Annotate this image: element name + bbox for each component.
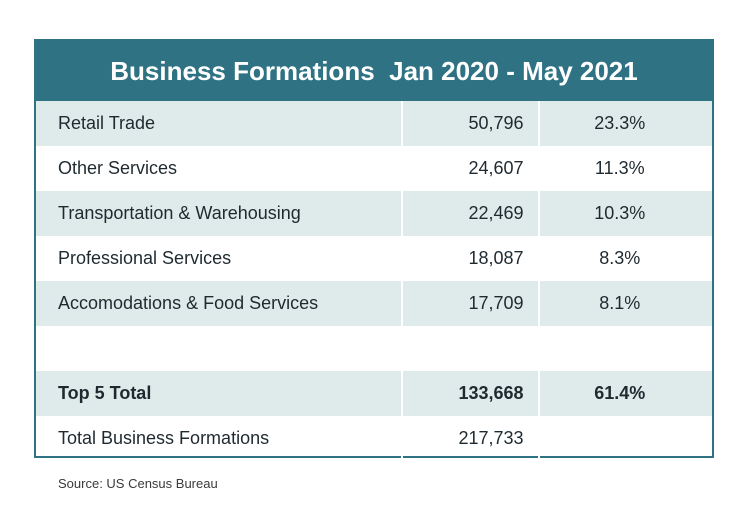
table-body: Retail Trade 50,796 23.3% Other Services…: [36, 101, 712, 461]
row-label: Professional Services: [58, 248, 232, 268]
table-row: Professional Services 18,087 8.3%: [36, 236, 712, 281]
row-share: 8.3%: [537, 236, 712, 281]
row-value: 50,796: [400, 101, 538, 146]
source-note: Source: US Census Bureau: [58, 476, 218, 491]
row-share: 23.3%: [537, 101, 712, 146]
grand-total-value: 217,733: [400, 416, 538, 461]
top5-total-row: Top 5 Total 133,668 61.4%: [36, 371, 712, 416]
row-value: 22,469: [400, 191, 538, 236]
spacer-cell: [36, 326, 401, 371]
top5-total-label: Top 5 Total: [36, 371, 401, 416]
spacer-cell: [537, 326, 712, 371]
table-title: Business Formations Jan 2020 - May 2021: [36, 41, 712, 101]
grand-total-row: Total Business Formations 217,733: [36, 416, 712, 461]
top5-total-value: 133,668: [400, 371, 538, 416]
row-label: Transportation & Warehousing: [36, 191, 401, 236]
spacer-cell: [400, 326, 538, 371]
row-label: Other Services: [58, 158, 178, 178]
spacer-row: [36, 326, 712, 371]
table-row: Other Services 24,607 11.3%: [36, 146, 712, 191]
row-value: 24,607: [400, 146, 538, 191]
table-row: Transportation & Warehousing 22,469 10.3…: [36, 191, 712, 236]
table-row: Accomodations & Food Services 17,709 8.1…: [36, 281, 712, 326]
row-label: Accomodations & Food Services: [36, 281, 401, 326]
table-row: Retail Trade 50,796 23.3%: [36, 101, 712, 146]
row-label: Retail Trade: [36, 101, 401, 146]
business-formations-table: Business Formations Jan 2020 - May 2021 …: [34, 39, 714, 461]
row-share: 8.1%: [537, 281, 712, 326]
row-share: 11.3%: [537, 146, 712, 191]
grand-total-share: [537, 416, 712, 461]
top5-total-share: 61.4%: [537, 371, 712, 416]
row-value: 17,709: [400, 281, 538, 326]
row-value: 18,087: [400, 236, 538, 281]
row-share: 10.3%: [537, 191, 712, 236]
grand-total-label: Total Business Formations: [58, 428, 270, 448]
